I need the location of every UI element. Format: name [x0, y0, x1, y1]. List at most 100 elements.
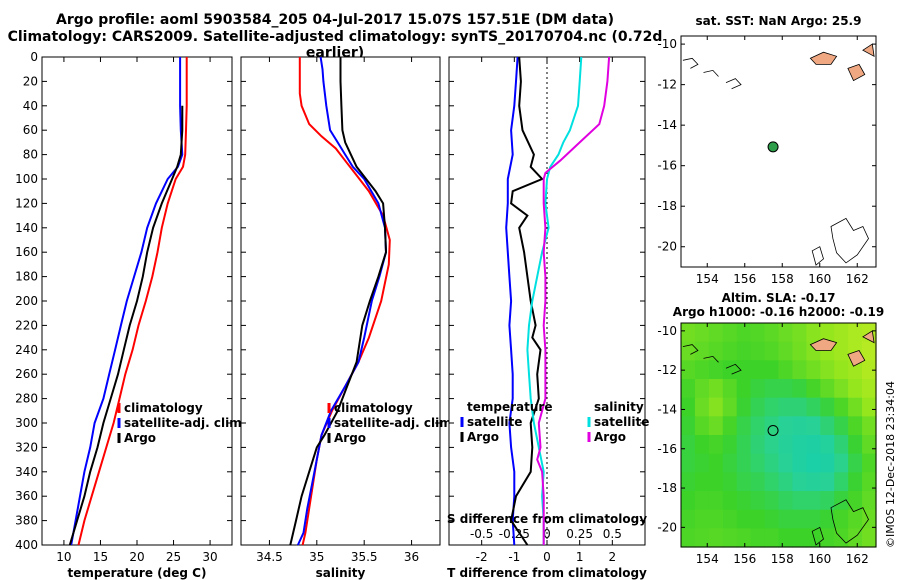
sst-island-1	[847, 63, 866, 82]
sla-cell	[694, 453, 710, 473]
sla-cell	[806, 509, 821, 529]
sla-cell	[708, 491, 724, 511]
map-y-tick-label: -18	[657, 199, 677, 213]
sst-depth-contour-0	[830, 217, 869, 264]
sla-cell	[792, 323, 807, 343]
sla-cell	[862, 341, 877, 361]
x-tick-label: 1	[576, 550, 584, 564]
map-x-tick-label: 154	[696, 272, 719, 286]
series-line-t-argo	[510, 56, 544, 546]
series-line-t-satellite	[505, 56, 519, 546]
sla-coast-0	[682, 344, 699, 355]
map-x-tick-label: 156	[733, 552, 756, 566]
sla-cell	[792, 397, 807, 417]
y-tick-label: 280	[15, 392, 38, 406]
footer-timestamp: ©IMOS 12-Dec-2018 23:34:04	[884, 381, 897, 548]
series-line-satellite-adj-clim-	[70, 57, 184, 546]
sla-cell	[736, 416, 752, 436]
sla-cell	[806, 472, 821, 492]
sla-cell	[834, 397, 849, 417]
sla-cell	[708, 323, 724, 343]
plot-frame	[448, 56, 646, 546]
sla-cell	[722, 491, 738, 511]
sla-cell	[708, 341, 724, 361]
sla-cell	[750, 341, 766, 361]
y-tick-label: 300	[15, 416, 38, 430]
sla-cell	[736, 323, 752, 343]
sla-cell	[848, 323, 863, 343]
sla-cell	[750, 416, 766, 436]
sla-cell	[820, 360, 835, 380]
y-tick-label: 40	[23, 99, 38, 113]
sla-cell	[736, 341, 752, 361]
sla-cell	[848, 397, 863, 417]
sla-cell	[806, 379, 821, 399]
sla-cell	[862, 491, 877, 511]
sla-cell	[778, 453, 794, 473]
sla-cell	[806, 453, 821, 473]
sla-cell	[694, 416, 710, 436]
sst-map-title: sat. SST: NaN Argo: 25.9	[696, 14, 862, 28]
salinity-panel: 34.5 35 35.5 36 salinity climatologysatellite…	[240, 56, 456, 580]
legend-item-s-argo: Argo	[594, 430, 626, 444]
map-x-tick-label: 154	[696, 552, 719, 566]
sla-cell	[848, 453, 863, 473]
x-tick-label: -1	[508, 550, 520, 564]
y-tick-label: 140	[15, 221, 38, 235]
map-x-tick-label: 160	[808, 272, 831, 286]
sla-cell	[694, 528, 710, 548]
sst-coast-2	[725, 78, 742, 90]
sla-cell	[778, 435, 794, 455]
y-tick-label: 120	[15, 196, 38, 210]
sla-cell	[722, 323, 738, 343]
y-tick-label: 240	[15, 343, 38, 357]
sla-cell	[736, 472, 752, 492]
sla-cell	[778, 323, 794, 343]
sla-cell	[722, 472, 738, 492]
sla-cell	[764, 341, 780, 361]
series-line-s-argo	[536, 56, 611, 545]
sla-cell	[722, 435, 738, 455]
sla-cell	[764, 472, 780, 492]
sla-cell	[806, 528, 821, 548]
map-y-tick-label: -10	[657, 324, 677, 338]
sla-cell	[834, 379, 849, 399]
sla-cell	[820, 509, 835, 529]
sla-cell	[792, 472, 807, 492]
sst-depth-contour-1	[811, 246, 824, 266]
sla-cell	[820, 379, 835, 399]
sla-cell	[792, 435, 807, 455]
sla-cell	[736, 379, 752, 399]
series-line-climatology	[77, 57, 188, 546]
sla-cell	[820, 397, 835, 417]
y-tick-label: 220	[15, 318, 38, 332]
y-tick-label: 160	[15, 245, 38, 259]
sla-cell	[681, 453, 696, 473]
sla-cell	[764, 435, 780, 455]
sla-cell	[848, 379, 863, 399]
legend-item-satellite: satellite-adj. clim.	[124, 416, 246, 430]
y-tick-label: 340	[15, 465, 38, 479]
sla-cell	[778, 341, 794, 361]
y-tick-label: 80	[23, 148, 38, 162]
sla-cell	[862, 453, 877, 473]
sla-cell	[681, 491, 696, 511]
sst-float-marker	[767, 141, 779, 153]
legend-item-t-argo: Argo	[467, 430, 499, 444]
sla-cell	[681, 509, 696, 529]
sla-float-marker	[767, 424, 779, 436]
x-axis-label: salinity	[316, 566, 366, 580]
sla-cell	[848, 491, 863, 511]
x-tick-label: 15	[93, 550, 108, 564]
map-y-tick-label: -16	[657, 442, 677, 456]
x-tick-label: 20	[129, 550, 144, 564]
sla-cell	[764, 360, 780, 380]
x-tick-label: 36	[404, 550, 419, 564]
sla-cell	[764, 323, 780, 343]
map-y-tick-label: -14	[657, 402, 677, 416]
sla-cell	[862, 379, 877, 399]
sla-cell	[848, 360, 863, 380]
series-line-argo	[68, 105, 184, 546]
sla-cell	[806, 491, 821, 511]
y-tick-label: 400	[15, 538, 38, 552]
